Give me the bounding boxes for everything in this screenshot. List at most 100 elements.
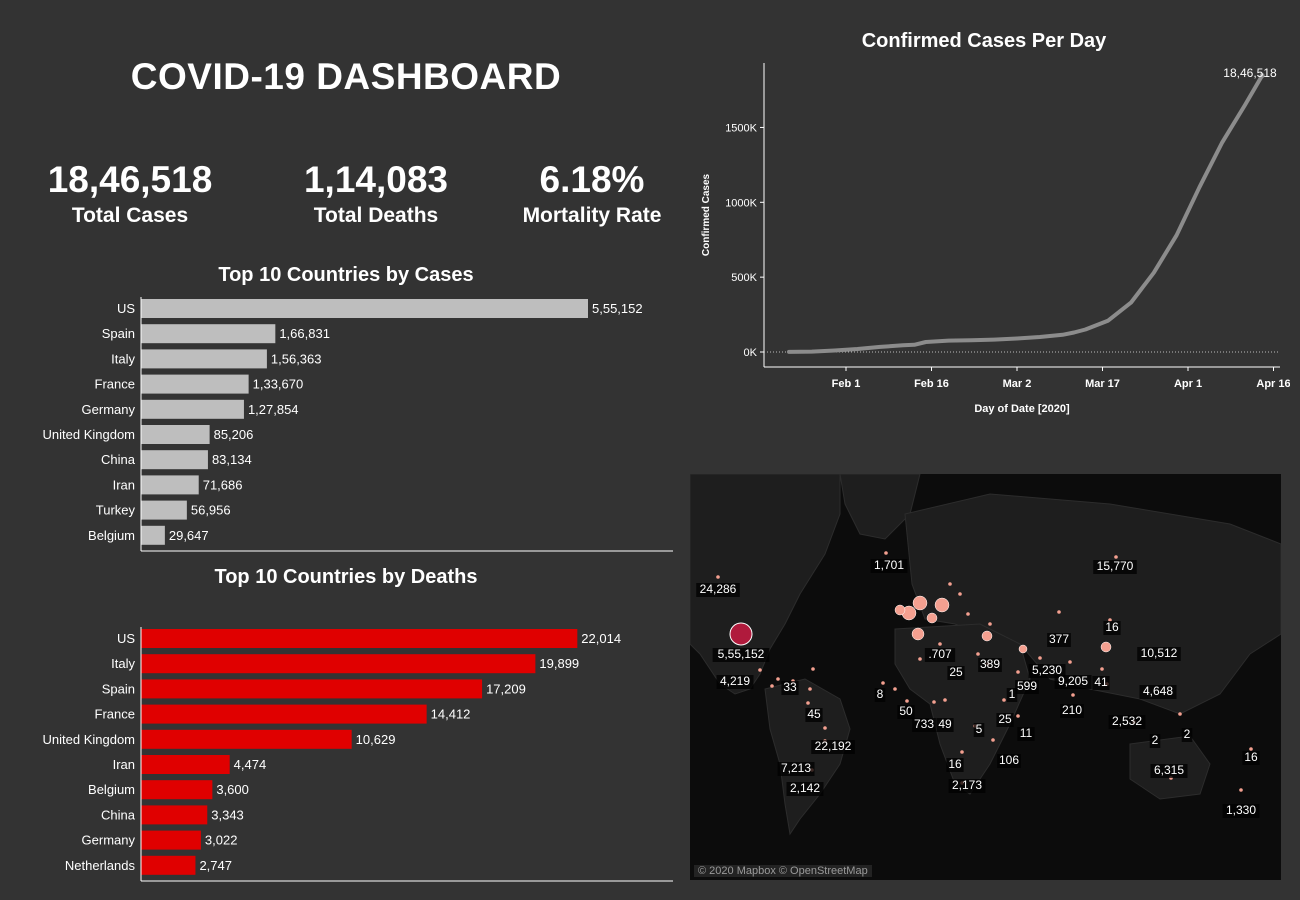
country-dot bbox=[823, 726, 827, 730]
country-dot bbox=[893, 687, 897, 691]
category-label: France bbox=[95, 707, 135, 722]
map-label-bg bbox=[946, 758, 964, 772]
bar bbox=[141, 704, 427, 724]
map-label-bg bbox=[1242, 751, 1260, 765]
country-bubble bbox=[981, 630, 993, 642]
map-label: 11 bbox=[1020, 726, 1033, 740]
landmass-south-america bbox=[764, 678, 851, 836]
map-label-bg bbox=[1060, 704, 1084, 718]
map-label-bg bbox=[805, 708, 823, 722]
value-label: 19,899 bbox=[539, 656, 579, 671]
country-bubble bbox=[894, 604, 906, 616]
y-tick-label: 1500K bbox=[725, 122, 757, 134]
category-label: China bbox=[101, 452, 136, 467]
cases-per-day-line-chart: 0K 500K 1000K 1500K Feb 1 Feb 16 Mar 2 Mar 17 Ap… bbox=[701, 63, 1290, 415]
world-map[interactable]: 24,286 1,701 15,770 377 16 5,55,152 10,512 .707… bbox=[690, 474, 1281, 880]
country-bubble bbox=[934, 597, 950, 613]
value-label: 3,600 bbox=[216, 782, 249, 797]
country-bubble bbox=[1018, 644, 1028, 654]
map-label: 16 bbox=[1105, 620, 1119, 634]
value-label: 71,686 bbox=[203, 477, 243, 492]
country-dot bbox=[958, 592, 962, 596]
line-chart-title: Confirmed Cases Per Day bbox=[861, 30, 1107, 52]
value-label: 1,66,831 bbox=[279, 326, 330, 341]
map-label-bg bbox=[1181, 728, 1193, 742]
map-label-bg bbox=[1017, 727, 1035, 741]
map-label: 25 bbox=[949, 665, 963, 679]
country-bubble bbox=[1100, 641, 1112, 653]
map-label: 45 bbox=[807, 707, 821, 721]
map-label: 2 bbox=[1184, 727, 1191, 741]
bar bbox=[141, 855, 196, 875]
country-bubble bbox=[912, 595, 928, 611]
value-label: 2,747 bbox=[199, 858, 232, 873]
map-label-bg bbox=[936, 718, 954, 732]
country-bubble-us bbox=[729, 622, 753, 646]
deaths-bar-chart: US 22,014 Italy 19,899 Spain 17,209 France 14,4… bbox=[43, 627, 673, 882]
country-dot bbox=[932, 700, 936, 704]
map-label: 5,55,152 bbox=[718, 647, 765, 661]
value-label: 3,343 bbox=[211, 807, 244, 822]
country-dot bbox=[1038, 656, 1042, 660]
map-label-bg bbox=[973, 723, 985, 737]
map-label-bg bbox=[712, 648, 770, 662]
map-label-bg bbox=[874, 688, 886, 702]
x-tick-label: Feb 1 bbox=[832, 378, 861, 390]
map-label: 2,173 bbox=[952, 778, 982, 792]
category-label: Italy bbox=[111, 656, 135, 671]
country-dot bbox=[1239, 788, 1243, 792]
map-label-bg bbox=[1150, 764, 1188, 778]
country-dot bbox=[1057, 610, 1061, 614]
map-label-bg bbox=[786, 782, 824, 796]
category-label: Iran bbox=[113, 757, 135, 772]
value-label: 29,647 bbox=[169, 528, 209, 543]
category-label: US bbox=[117, 631, 135, 646]
country-dot bbox=[1178, 712, 1182, 716]
country-dot bbox=[1249, 747, 1253, 751]
category-label: Iran bbox=[113, 477, 135, 492]
y-axis-label: Confirmed Cases bbox=[701, 173, 712, 256]
x-tick-label: Apr 1 bbox=[1174, 378, 1202, 390]
country-dot bbox=[1002, 698, 1006, 702]
map-label: 15,770 bbox=[1097, 559, 1134, 573]
value-label: 4,474 bbox=[234, 757, 267, 772]
map-label-bg bbox=[777, 762, 815, 776]
map-label-bg bbox=[1015, 680, 1039, 694]
category-label: Germany bbox=[82, 833, 136, 848]
country-dot bbox=[918, 657, 922, 661]
value-label: 1,56,363 bbox=[271, 351, 322, 366]
category-label: Belgium bbox=[88, 528, 135, 543]
value-label: 83,134 bbox=[212, 452, 252, 467]
map-label: 106 bbox=[999, 753, 1019, 767]
map-label: 377 bbox=[1049, 632, 1069, 646]
category-label: Turkey bbox=[96, 503, 136, 518]
country-dot bbox=[976, 652, 980, 656]
value-label: 56,956 bbox=[191, 503, 231, 518]
category-label: Spain bbox=[102, 681, 135, 696]
country-dot bbox=[943, 698, 947, 702]
map-label-bg bbox=[996, 713, 1014, 727]
map-label: 8 bbox=[877, 687, 884, 701]
map-label: 389 bbox=[980, 657, 1000, 671]
map-label: 16 bbox=[948, 757, 962, 771]
map-label-bg bbox=[1103, 621, 1121, 635]
map-label-bg bbox=[716, 675, 754, 689]
country-bubble bbox=[911, 627, 925, 641]
map-label: 599 bbox=[1017, 679, 1037, 693]
country-dot bbox=[1100, 667, 1104, 671]
value-label: 85,206 bbox=[214, 427, 254, 442]
country-bubble bbox=[926, 612, 938, 624]
x-tick-label: Mar 17 bbox=[1085, 378, 1120, 390]
dashboard-title: COVID-19 DASHBOARD bbox=[130, 56, 562, 97]
map-label-bg bbox=[781, 681, 799, 695]
country-dot bbox=[966, 612, 970, 616]
value-label: 17,209 bbox=[486, 681, 526, 696]
map-label-bg bbox=[1108, 715, 1146, 729]
category-label: China bbox=[101, 807, 136, 822]
value-label: 14,412 bbox=[431, 707, 471, 722]
bar bbox=[141, 629, 578, 648]
map-label: 210 bbox=[1062, 703, 1082, 717]
bar bbox=[141, 324, 276, 344]
country-dot bbox=[770, 684, 774, 688]
world-map-canvas[interactable]: 24,286 1,701 15,770 377 16 5,55,152 10,512 .707… bbox=[690, 474, 1281, 880]
